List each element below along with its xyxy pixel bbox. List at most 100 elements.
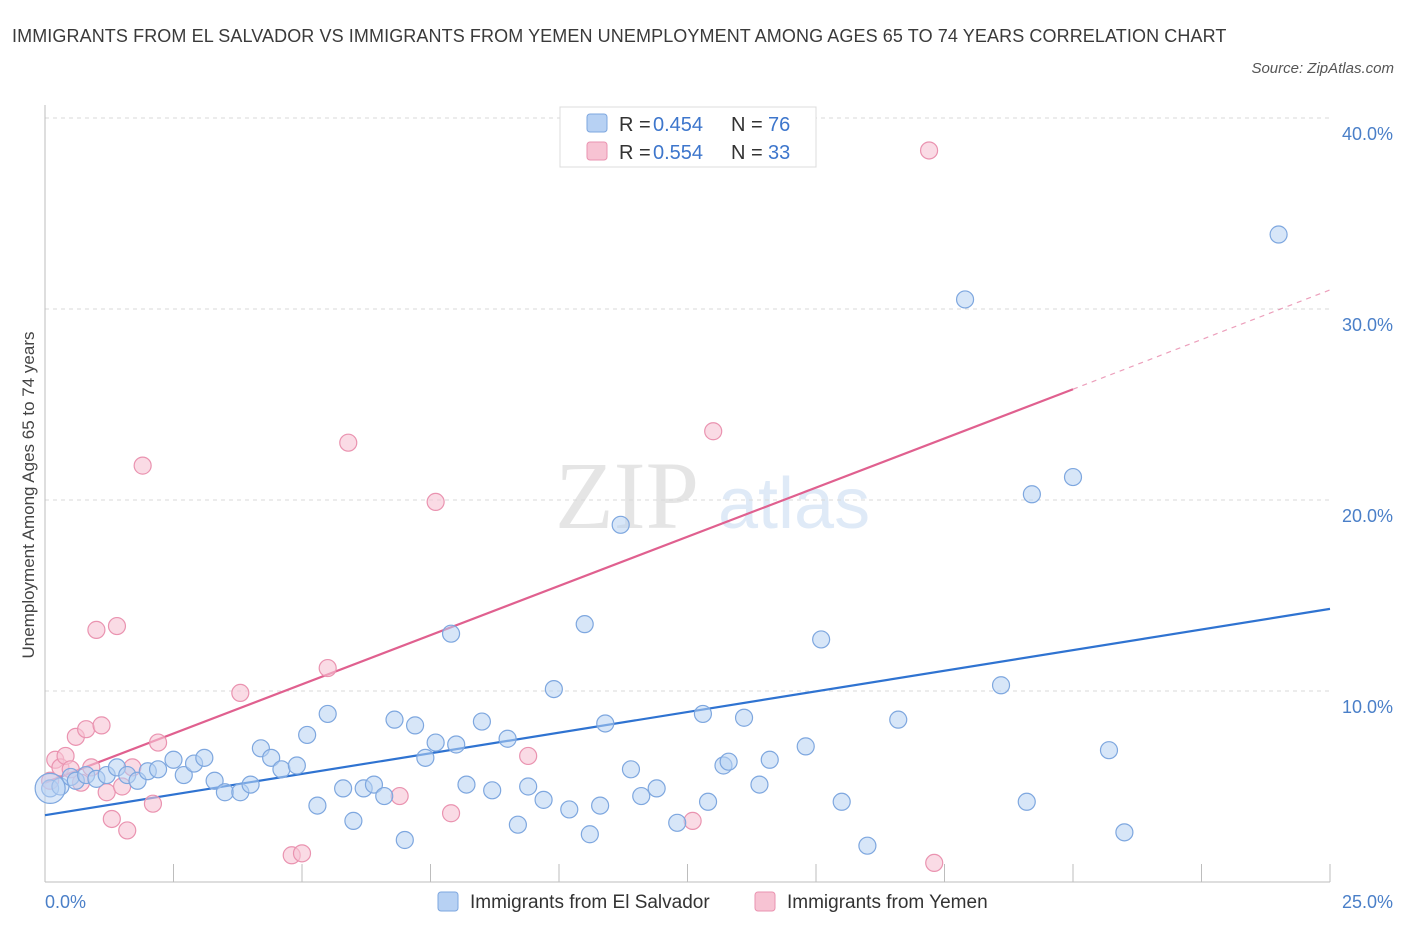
- el-salvador-point-72: [1023, 486, 1040, 503]
- yemen-point-12: [103, 810, 120, 827]
- el-salvador-point-27: [335, 780, 352, 797]
- el-salvador-point-43: [509, 816, 526, 833]
- el-salvador-point-58: [700, 793, 717, 810]
- el-salvador-point-24: [299, 726, 316, 743]
- yemen-point-31: [921, 142, 938, 159]
- el-salvador-point-68: [890, 711, 907, 728]
- el-salvador-point-66: [833, 793, 850, 810]
- top-legend: R = 0.454 N = 76 R = 0.554 N = 33: [560, 107, 816, 167]
- x-tick-label-max: 25.0%: [1342, 892, 1393, 912]
- el-salvador-point-36: [427, 734, 444, 751]
- el-salvador-point-75: [1116, 824, 1133, 841]
- el-salvador-point-61: [736, 709, 753, 726]
- y-tick-label-40: 40.0%: [1342, 124, 1393, 144]
- legend-r-label-blue: R =: [619, 114, 651, 136]
- el-salvador-point-47: [561, 801, 578, 818]
- el-salvador-point-35: [417, 749, 434, 766]
- yemen-point-27: [443, 805, 460, 822]
- el-salvador-point-38: [448, 736, 465, 753]
- el-salvador-point-71: [1018, 793, 1035, 810]
- el-salvador-point-22: [273, 761, 290, 778]
- legend-n-label-blue: N =: [731, 114, 763, 136]
- el-salvador-point-54: [633, 788, 650, 805]
- el-salvador-point-55: [648, 780, 665, 797]
- el-salvador-point-28: [345, 812, 362, 829]
- el-salvador-point-62: [751, 776, 768, 793]
- x-tick-label-min: 0.0%: [45, 892, 86, 912]
- el-salvador-cluster-point: [35, 773, 65, 803]
- el-salvador-point-69: [957, 291, 974, 308]
- watermark-zip: ZIP: [555, 442, 699, 549]
- el-salvador-point-40: [473, 713, 490, 730]
- yemen-point-20: [232, 684, 249, 701]
- el-salvador-point-76: [1270, 226, 1287, 243]
- trend-layer: [45, 290, 1330, 815]
- yemen-trend-extension: [1073, 290, 1330, 389]
- el-salvador-point-45: [535, 791, 552, 808]
- el-salvador-point-65: [813, 631, 830, 648]
- legend-n-label-pink: N =: [731, 142, 763, 164]
- el-salvador-point-23: [288, 757, 305, 774]
- el-salvador-point-19: [242, 776, 259, 793]
- y-tick-label-30: 30.0%: [1342, 315, 1393, 335]
- el-salvador-point-48: [576, 616, 593, 633]
- yemen-point-18: [144, 795, 161, 812]
- el-salvador-point-70: [993, 677, 1010, 694]
- el-salvador-point-26: [319, 705, 336, 722]
- el-salvador-point-34: [407, 717, 424, 734]
- el-salvador-point-12: [165, 751, 182, 768]
- el-salvador-point-11: [150, 761, 167, 778]
- el-salvador-point-53: [622, 761, 639, 778]
- el-salvador-point-57: [694, 705, 711, 722]
- legend-swatch-blue: [587, 114, 607, 132]
- el-salvador-point-25: [309, 797, 326, 814]
- el-salvador-point-15: [196, 749, 213, 766]
- el-salvador-point-50: [592, 797, 609, 814]
- yemen-point-32: [926, 854, 943, 871]
- el-salvador-point-49: [581, 826, 598, 843]
- el-salvador-point-17: [216, 784, 233, 801]
- el-salvador-point-39: [458, 776, 475, 793]
- yemen-point-25: [391, 788, 408, 805]
- legend-swatch-pink: [587, 142, 607, 160]
- yemen-point-28: [520, 747, 537, 764]
- bottom-legend-label-blue: Immigrants from El Salvador: [470, 892, 710, 913]
- el-salvador-point-52: [612, 516, 629, 533]
- bottom-legend-swatch-blue: [438, 892, 458, 911]
- yemen-point-7: [78, 721, 95, 738]
- el-salvador-point-33: [396, 831, 413, 848]
- y-tick-label-20: 20.0%: [1342, 506, 1393, 526]
- el-salvador-point-32: [386, 711, 403, 728]
- el-salvador-point-41: [484, 782, 501, 799]
- yemen-point-19: [150, 734, 167, 751]
- el-salvador-point-56: [669, 814, 686, 831]
- yemen-point-24: [340, 434, 357, 451]
- grid-layer: [45, 118, 1330, 691]
- bottom-legend-swatch-pink: [755, 892, 775, 911]
- yemen-point-29: [684, 812, 701, 829]
- y-axis-label: Unemployment Among Ages 65 to 74 years: [19, 332, 38, 659]
- yemen-point-10: [93, 717, 110, 734]
- el-salvador-point-46: [545, 681, 562, 698]
- el-salvador-point-31: [376, 788, 393, 805]
- yemen-point-22: [294, 845, 311, 862]
- el-salvador-point-60: [720, 753, 737, 770]
- el-salvador-point-51: [597, 715, 614, 732]
- yemen-point-26: [427, 493, 444, 510]
- scatter-chart: ZIP atlas 10.0%20.0%30.0%40.0%0.0% 25.0% …: [0, 0, 1406, 930]
- legend-n-value-blue: 76: [768, 114, 790, 136]
- el-salvador-point-63: [761, 751, 778, 768]
- legend-r-value-pink: 0.554: [653, 142, 703, 164]
- legend-n-value-pink: 33: [768, 142, 790, 164]
- el-salvador-point-37: [443, 625, 460, 642]
- el-salvador-point-44: [520, 778, 537, 795]
- yemen-point-13: [108, 618, 125, 635]
- legend-r-value-blue: 0.454: [653, 114, 703, 136]
- el-salvador-point-74: [1100, 742, 1117, 759]
- el-salvador-point-73: [1065, 469, 1082, 486]
- bottom-legend: Immigrants from El Salvador Immigrants f…: [438, 892, 988, 913]
- y-tick-label-10: 10.0%: [1342, 697, 1393, 717]
- yemen-point-17: [134, 457, 151, 474]
- yemen-point-9: [88, 621, 105, 638]
- yemen-point-15: [119, 822, 136, 839]
